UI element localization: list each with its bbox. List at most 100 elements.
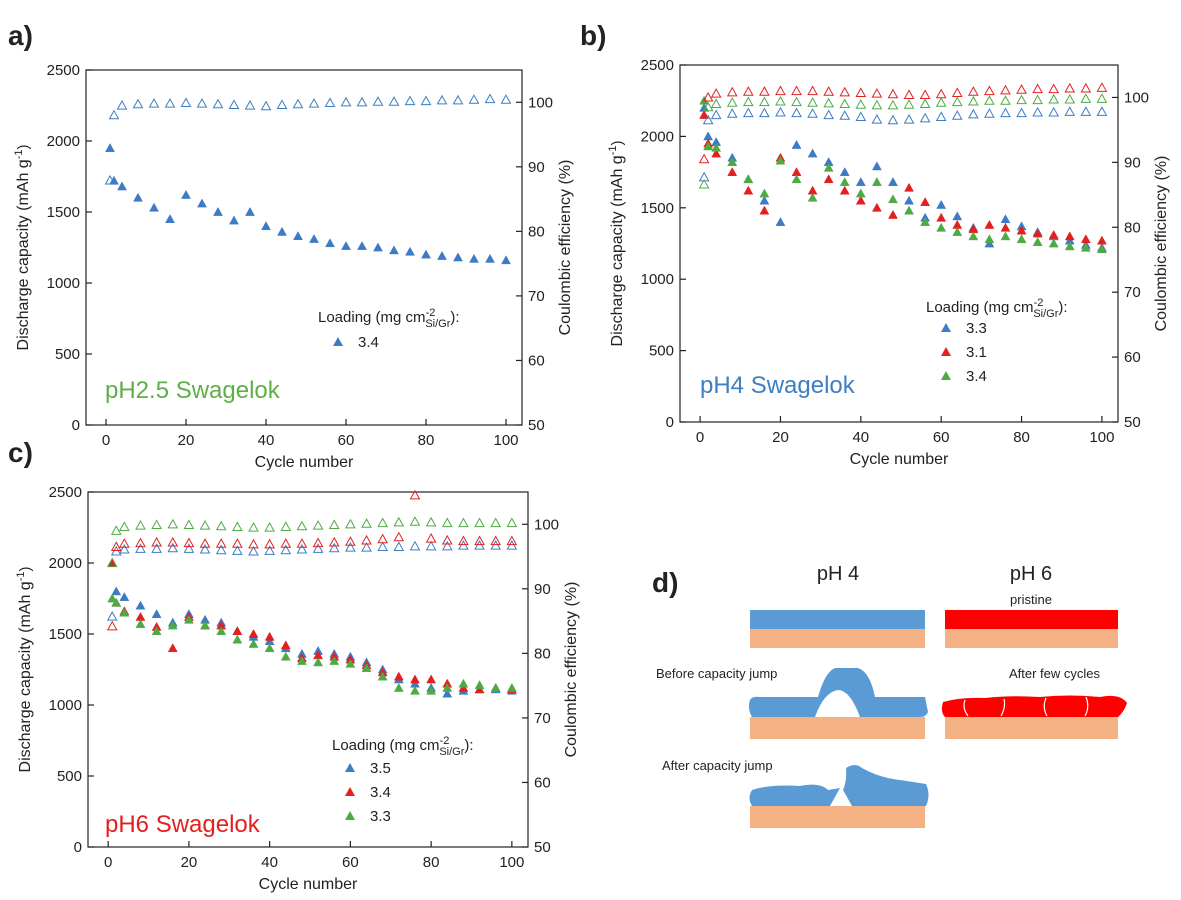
data-point [232,521,243,531]
superscript: -1 [15,572,27,582]
data-point [119,592,130,601]
data-point [984,85,995,96]
data-point [167,620,178,630]
data-point [468,94,480,104]
label-text: Loading (mg cm [318,309,426,326]
data-point [260,100,272,111]
y-tick-label: 0 [666,414,674,431]
label-text: Discharge capacity (mAh g [609,155,626,346]
data-point [229,215,239,225]
substrate [750,717,925,739]
data-point [936,199,947,209]
data-point [133,192,143,202]
data-point [393,541,405,551]
data-point [702,114,714,125]
y-tick-label: 1000 [641,271,674,288]
data-point [823,109,835,120]
data-point [871,161,882,171]
superscript: -1 [13,150,25,160]
y-tick-label: 1500 [47,204,80,221]
panel-label: d) [652,567,678,598]
data-point [324,97,336,108]
data-point [702,101,714,112]
data-point [393,531,405,542]
data-point [791,85,802,96]
si-layer [945,610,1118,629]
data-point [968,231,979,241]
data-point [167,536,179,547]
data-point [919,98,931,109]
data-point [325,238,335,248]
substrate [750,629,925,648]
y-axis-title: Discharge capacity (mAh g-1) [13,145,32,351]
data-point [149,202,159,212]
x-tick-label: 80 [1013,429,1030,446]
x-tick-label: 60 [933,429,950,446]
data-point [855,99,867,109]
data-point [244,99,256,110]
data-point [372,96,384,106]
panel-label: c) [8,437,33,468]
data-point [743,174,754,184]
x-tick-label: 100 [1089,429,1114,446]
data-point [442,682,453,692]
y-tick-label: 500 [649,343,674,360]
data-point [490,682,501,692]
data-point [118,521,130,531]
data-point [1097,244,1107,254]
data-point [474,517,485,528]
data-point [199,538,211,548]
x-axis-title: Cycle number [255,454,354,471]
data-point [151,543,162,553]
substrate [945,629,1118,648]
legend-label: 3.3 [966,320,987,337]
data-point [904,205,914,215]
y2-axis-title: Coulombic efficiency (%) [1153,156,1170,332]
y-tick-label: 2500 [641,57,674,74]
data-point [277,226,287,236]
data-point [888,209,898,219]
data-point [232,538,243,548]
data-point [228,99,240,109]
data-point [775,95,786,106]
data-point [328,542,340,553]
data-point [293,231,303,240]
data-point [1048,229,1059,239]
data-point [389,245,399,255]
y-tick-label: 2000 [47,133,80,150]
si-layer [750,610,925,629]
x-tick-label: 100 [499,854,524,871]
data-point [377,541,389,551]
data-point [1000,231,1011,241]
data-point [855,188,866,198]
data-point [248,521,259,532]
data-point [329,655,340,665]
data-point [474,535,485,546]
data-point [791,107,802,118]
y2-axis-title: Coulombic efficiency (%) [557,160,574,336]
column-title: pH 4 [817,563,859,585]
substrate [945,717,1118,739]
data-point [292,98,304,109]
data-point [1064,241,1075,251]
data-point [823,86,835,96]
data-point [474,680,485,689]
data-point [356,96,368,107]
data-point [458,517,469,528]
data-point [1048,83,1060,94]
data-point [280,640,291,650]
data-point [357,241,367,250]
data-point [107,557,118,567]
data-point [409,516,421,526]
data-point [919,112,931,123]
subscript: Si/Gr [425,318,450,330]
data-point [181,189,191,199]
y2-tick-label: 60 [534,774,551,791]
y2-tick-label: 60 [1124,349,1141,366]
y-tick-label: 0 [74,839,82,856]
data-point [196,98,208,108]
data-point [345,518,356,529]
data-point [967,86,979,96]
data-point [839,185,850,195]
y-axis-title: Discharge capacity (mAh g-1) [15,567,34,773]
